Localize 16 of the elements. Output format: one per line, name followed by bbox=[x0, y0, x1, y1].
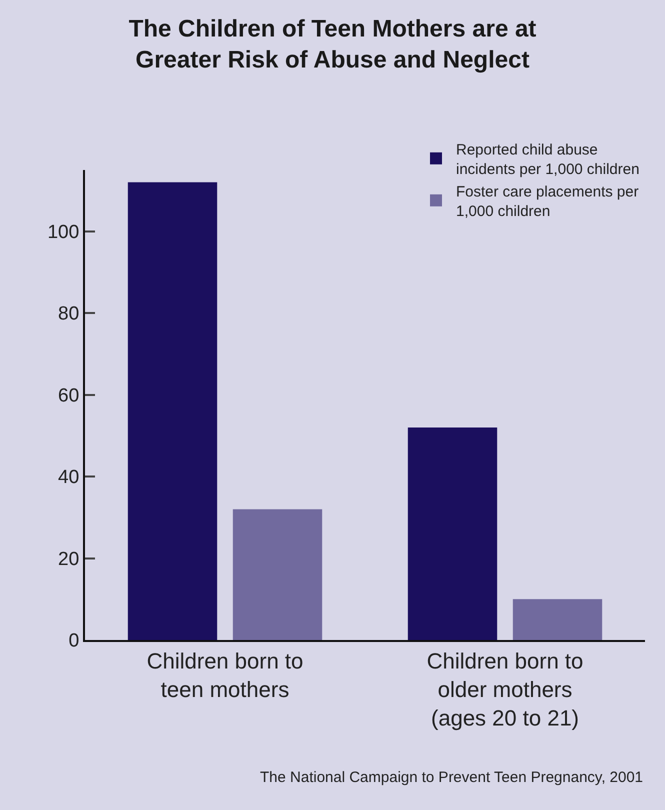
y-tick-label: 80 bbox=[58, 304, 80, 325]
y-tick-label: 0 bbox=[68, 630, 80, 652]
chart-title: The Children of Teen Mothers are at Greater Risk of Abuse and Neglect bbox=[128, 15, 536, 74]
y-tick-label: 100 bbox=[47, 222, 80, 243]
bar bbox=[232, 509, 322, 640]
bar bbox=[128, 182, 218, 640]
x-tick-label: Children born to teen mothers bbox=[146, 648, 304, 702]
bar bbox=[512, 599, 602, 640]
y-tick-label: 60 bbox=[58, 385, 80, 406]
legend-label: Foster care placements per 1,000 children bbox=[456, 184, 639, 220]
y-tick-label: 20 bbox=[58, 548, 80, 570]
y-tick-label: 40 bbox=[58, 467, 80, 488]
legend-label: Reported child abuse incidents per 1,000 children bbox=[456, 142, 640, 178]
bar bbox=[408, 427, 498, 640]
x-tick-label: Children born to older mothers (ages 20 to 21) bbox=[426, 648, 584, 731]
text: The National Campaign to Prevent Teen Pregnancy, 2001 bbox=[260, 769, 644, 786]
